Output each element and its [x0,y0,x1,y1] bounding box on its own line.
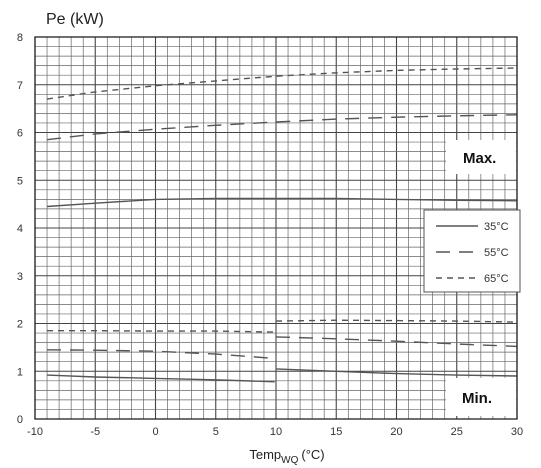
y-tick-label: 6 [17,128,23,140]
chart-legend: 35°C 55°C 65°C [423,209,521,293]
max-label: Max. [463,150,496,167]
legend-entry: 55°C [484,247,509,259]
chart-grid [34,36,518,420]
min-annotation: Min. [446,378,516,416]
y-axis-title: Pe (kW) [46,11,104,28]
x-tick-label: -10 [27,426,43,438]
series-line-max [46,114,518,141]
x-axis-title-subscript: WQ [281,455,298,466]
x-tick-label: 5 [213,426,219,438]
series-line-min [46,374,275,383]
x-tick-label: 0 [152,426,158,438]
chart-series-layer [46,67,518,383]
series-line-min [47,330,275,333]
x-tick-label: -5 [90,426,100,438]
min-label: Min. [462,390,492,407]
x-tick-label: 20 [390,426,402,438]
series-line-max [46,197,518,208]
y-tick-label: 1 [17,366,23,378]
x-axis-title-unit: (°C) [301,447,324,462]
x-axis-title-main: Temp [249,447,281,462]
y-tick-label: 4 [17,223,23,235]
y-tick-label: 7 [17,80,23,92]
series-line-max [46,67,518,100]
x-tick-label: 25 [451,426,463,438]
y-tick-label: 8 [17,32,23,44]
legend-entry: 65°C [484,273,509,285]
series-line-min [275,319,518,323]
y-tick-label: 2 [17,319,23,331]
series-line-min [46,349,275,360]
x-tick-label: 10 [270,426,282,438]
y-tick-label: 5 [17,175,23,187]
y-tick-label: 0 [17,414,23,426]
x-axis-title: TempWQ (°C) [249,447,324,466]
series-line-min [275,368,518,377]
chart-tick-labels: -10 -5 0 5 10 15 20 25 30 0 1 2 3 4 5 6 7 8 [17,32,523,438]
legend-entry: 35°C [484,221,509,233]
y-tick-label: 3 [17,271,23,283]
x-tick-label: 30 [511,426,523,438]
max-annotation: Max. [446,140,516,174]
x-tick-label: 15 [330,426,342,438]
series-line-min [275,336,518,348]
